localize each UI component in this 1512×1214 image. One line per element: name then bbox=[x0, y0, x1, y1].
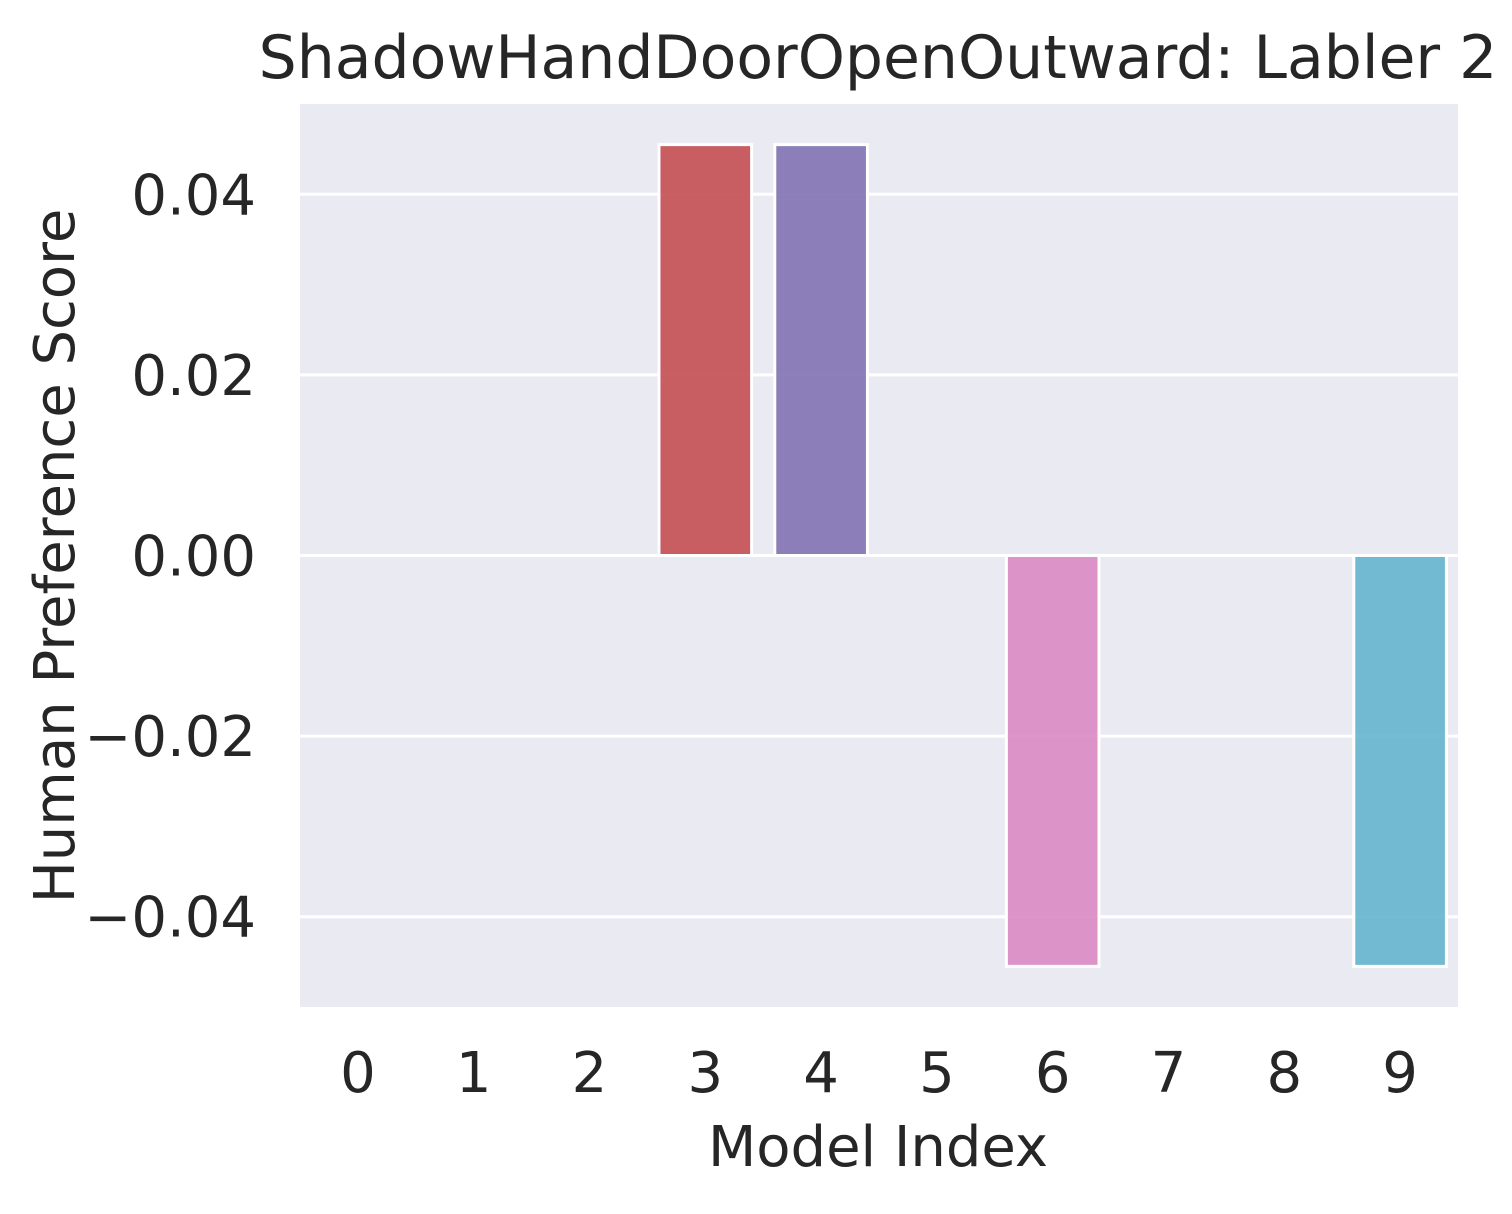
y-tick-label: 0.02 bbox=[131, 344, 256, 409]
gridlines bbox=[300, 192, 1458, 919]
bar-model-9 bbox=[1352, 554, 1448, 968]
x-tick-label: 5 bbox=[919, 1041, 955, 1106]
y-tick-labels: −0.04 −0.02 0.00 0.02 0.04 bbox=[84, 163, 256, 950]
bar-model-4 bbox=[773, 143, 869, 557]
x-tick-label: 0 bbox=[340, 1041, 376, 1106]
y-tick-label: 0.04 bbox=[131, 163, 256, 228]
y-tick-label: −0.02 bbox=[84, 705, 256, 770]
x-axis-label: Model Index bbox=[708, 1115, 1048, 1180]
bar-model-3 bbox=[657, 143, 754, 557]
x-tick-label: 3 bbox=[687, 1041, 723, 1106]
x-tick-label: 2 bbox=[572, 1041, 608, 1106]
y-tick-label: 0.00 bbox=[131, 525, 256, 590]
bars bbox=[657, 143, 1448, 968]
x-tick-label: 7 bbox=[1151, 1041, 1187, 1106]
x-tick-label: 9 bbox=[1382, 1041, 1418, 1106]
chart-title: ShadowHandDoorOpenOutward: Labler 2 bbox=[259, 23, 1498, 93]
x-tick-label: 8 bbox=[1266, 1041, 1302, 1106]
x-tick-labels: 0 1 2 3 4 5 6 7 8 9 bbox=[340, 1041, 1418, 1106]
x-tick-label: 4 bbox=[803, 1041, 839, 1106]
y-axis-label: Human Preference Score bbox=[23, 209, 88, 904]
bar-model-6 bbox=[1004, 554, 1101, 968]
x-tick-label: 1 bbox=[456, 1041, 492, 1106]
x-tick-label: 6 bbox=[1035, 1041, 1071, 1106]
y-tick-label: −0.04 bbox=[84, 886, 256, 951]
